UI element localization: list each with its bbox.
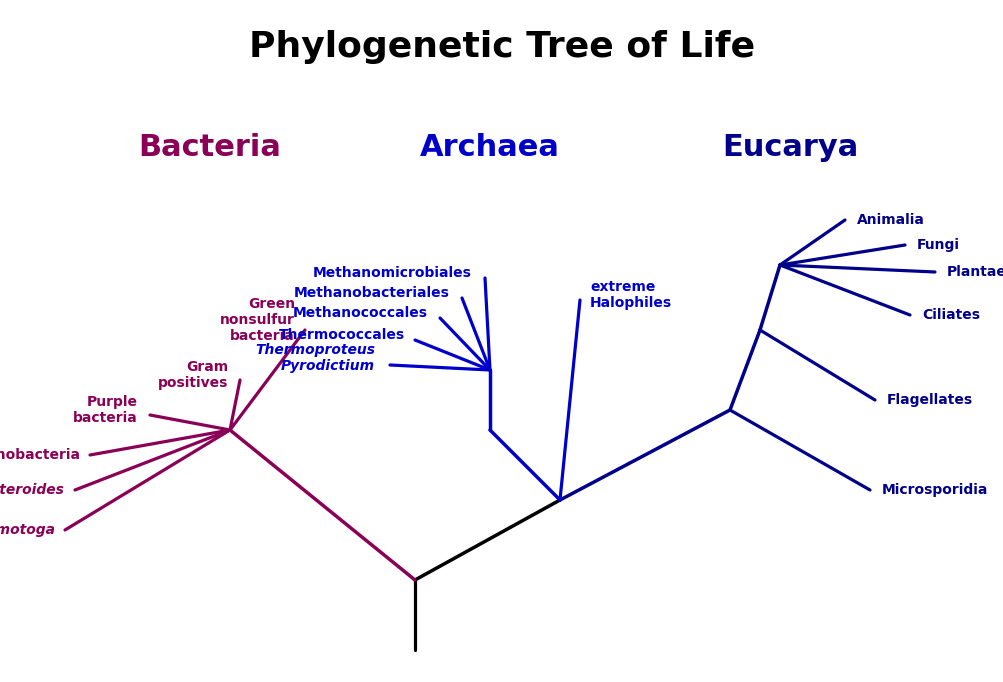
Text: Microsporidia: Microsporidia xyxy=(881,483,987,497)
Text: Methanococcales: Methanococcales xyxy=(293,306,427,320)
Text: Eucarya: Eucarya xyxy=(721,134,858,162)
Text: Ciliates: Ciliates xyxy=(921,308,979,322)
Text: Methanomicrobiales: Methanomicrobiales xyxy=(313,266,471,280)
Text: Methanobacteriales: Methanobacteriales xyxy=(294,286,449,300)
Text: Bacteria: Bacteria xyxy=(138,134,281,162)
Text: Fungi: Fungi xyxy=(916,238,959,252)
Text: Animalia: Animalia xyxy=(857,213,924,227)
Text: Archaea: Archaea xyxy=(419,134,560,162)
Text: Thermotoga: Thermotoga xyxy=(0,523,55,537)
Text: Phylogenetic Tree of Life: Phylogenetic Tree of Life xyxy=(249,30,754,64)
Text: Thermococcales: Thermococcales xyxy=(279,328,404,342)
Text: Gram
positives: Gram positives xyxy=(157,360,228,390)
Text: Flagellates: Flagellates xyxy=(886,393,972,407)
Text: Green
nonsulfur
bacteria: Green nonsulfur bacteria xyxy=(220,297,295,343)
Text: Purple
bacteria: Purple bacteria xyxy=(73,395,137,425)
Text: Plantae: Plantae xyxy=(946,265,1003,279)
Text: extreme
Halophiles: extreme Halophiles xyxy=(590,280,671,310)
Text: Cyanobacteria: Cyanobacteria xyxy=(0,448,80,462)
Text: Thermoproteus
Pyrodictium: Thermoproteus Pyrodictium xyxy=(255,343,375,373)
Text: Bacteroides: Bacteroides xyxy=(0,483,65,497)
